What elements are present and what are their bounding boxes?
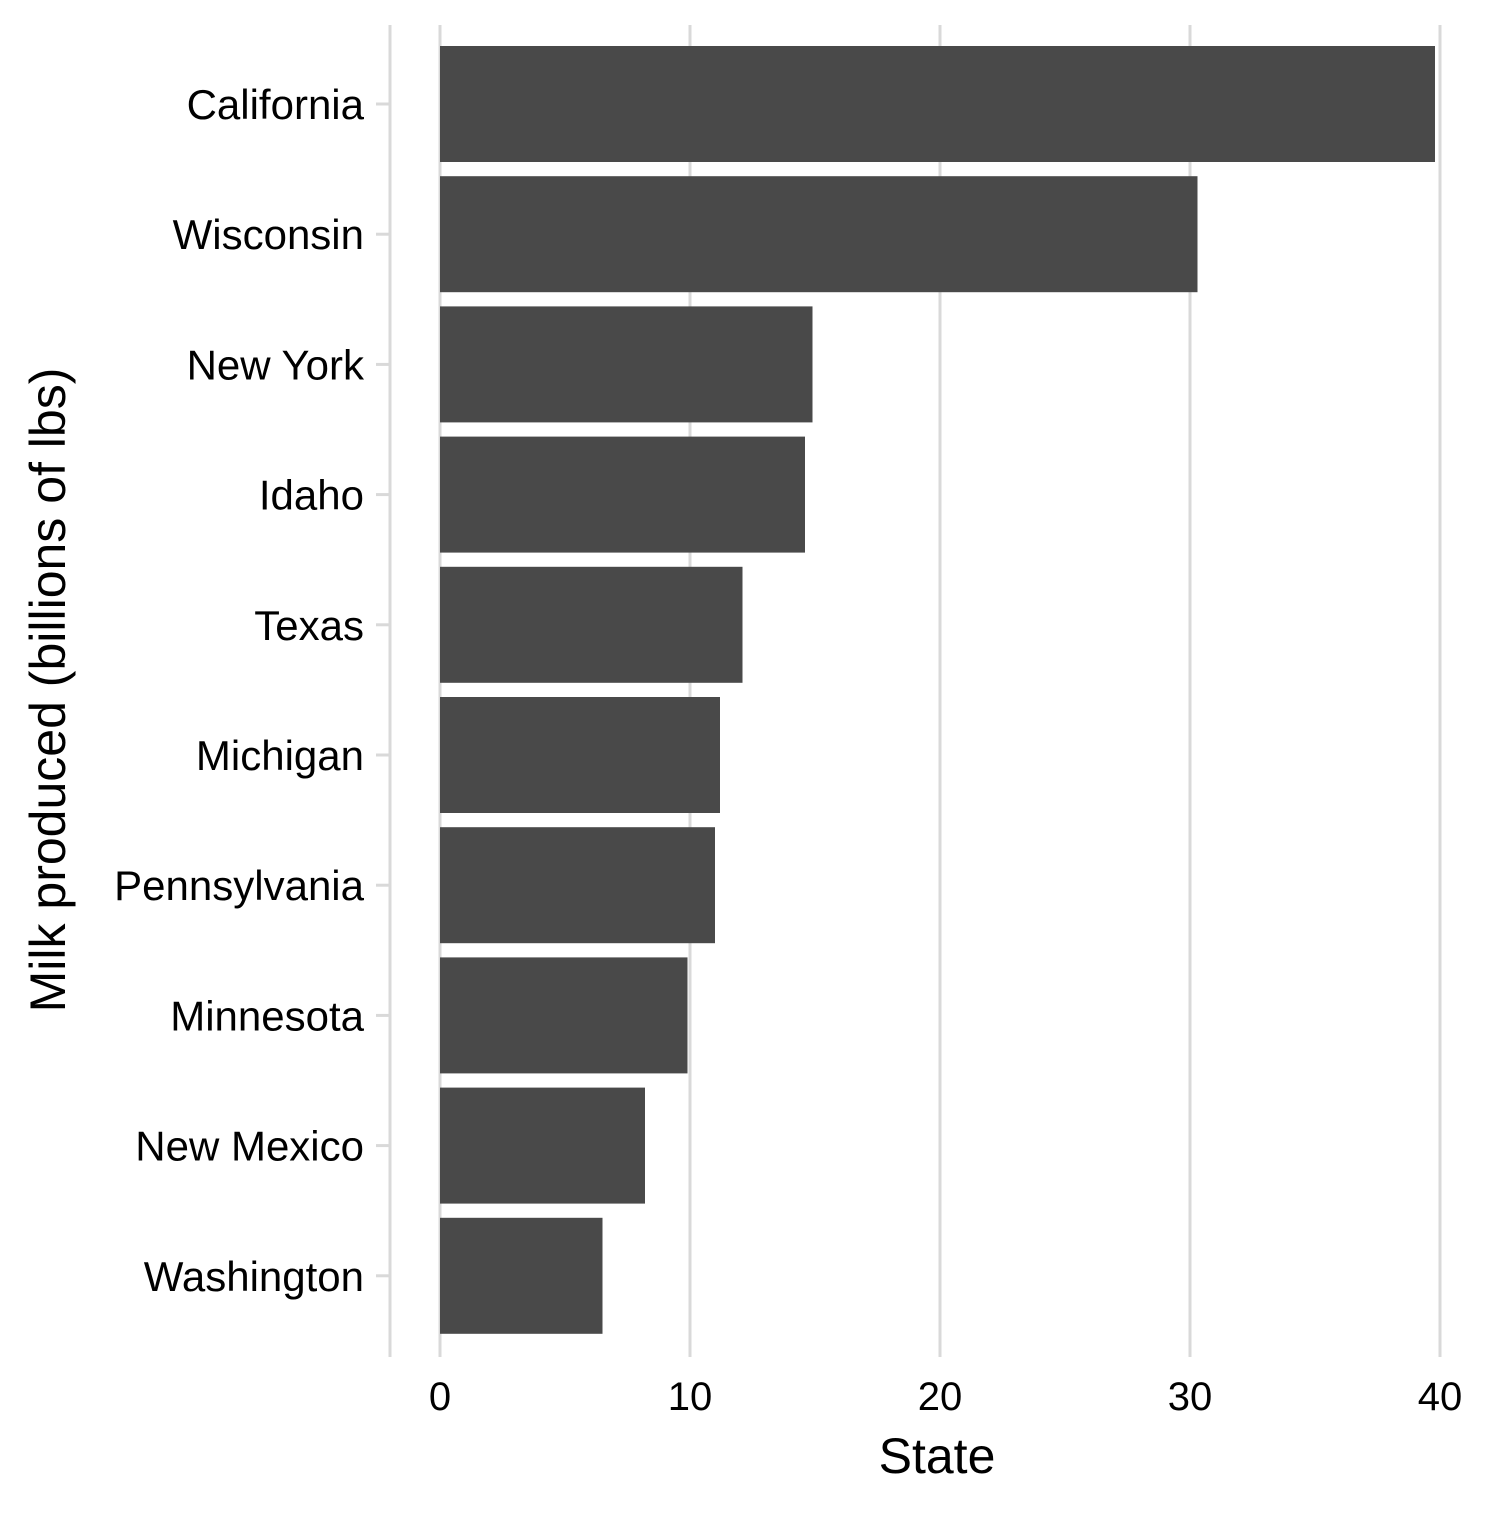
y-tick-label: Texas xyxy=(254,602,364,649)
bar-pennsylvania xyxy=(440,827,715,944)
bar-new-mexico xyxy=(440,1087,645,1204)
y-tick-label: New York xyxy=(187,341,365,388)
y-tick-label: Wisconsin xyxy=(173,211,364,258)
x-tick-label: 40 xyxy=(1418,1375,1463,1419)
y-tick-label: New Mexico xyxy=(135,1123,364,1170)
y-tick-label: Michigan xyxy=(196,732,364,779)
y-tick-label: Pennsylvania xyxy=(114,862,364,909)
bar-washington xyxy=(440,1217,603,1334)
bars xyxy=(440,46,1435,1334)
y-axis-ticks: California Wisconsin New York Idaho Texas Mic… xyxy=(114,81,389,1300)
x-tick-label: 0 xyxy=(429,1375,451,1419)
x-axis-title: State xyxy=(879,1428,996,1484)
x-tick-label: 10 xyxy=(668,1375,713,1419)
bar-michigan xyxy=(440,697,720,813)
bar-new-york xyxy=(440,306,813,423)
x-tick-label: 20 xyxy=(918,1375,963,1419)
bar-wisconsin xyxy=(440,176,1198,293)
x-tick-label: 30 xyxy=(1168,1375,1213,1419)
y-axis-title: Milk produced (billions of lbs) xyxy=(20,368,76,1013)
y-tick-label: Minnesota xyxy=(170,992,364,1039)
y-tick-label: Washington xyxy=(144,1253,364,1300)
y-tick-label: California xyxy=(187,81,365,128)
bar-idaho xyxy=(440,436,805,553)
bar-minnesota xyxy=(440,957,688,1074)
x-axis-ticks: 0 10 20 30 40 xyxy=(429,1375,1462,1419)
bar-texas xyxy=(440,566,743,683)
y-tick-label: Idaho xyxy=(259,472,364,519)
bar-california xyxy=(440,46,1435,162)
